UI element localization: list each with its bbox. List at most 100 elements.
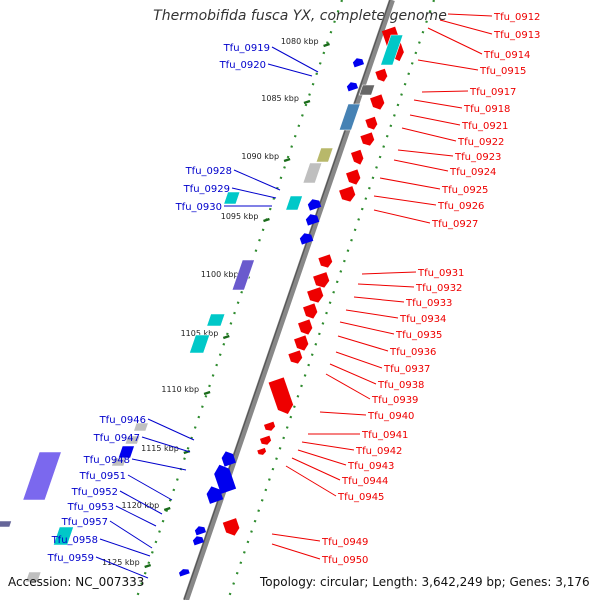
reverse-gene-label[interactable]: Tfu_0947: [93, 433, 140, 444]
reverse-gene-label[interactable]: Tfu_0948: [83, 455, 130, 466]
tick-label: 1085 kbp: [261, 94, 299, 103]
tick-label: 1105 kbp: [181, 329, 219, 338]
forward-gene-glyph[interactable]: [259, 435, 272, 447]
reverse-gene-leader: [141, 436, 191, 453]
reverse-gene-label[interactable]: Tfu_0958: [51, 535, 98, 546]
forward-gene-label[interactable]: Tfu_0918: [463, 104, 510, 115]
forward-gene-label[interactable]: Tfu_0934: [399, 314, 446, 325]
forward-gene-label[interactable]: Tfu_0950: [321, 555, 368, 566]
forward-gene-glyph[interactable]: [288, 350, 303, 365]
forward-gene-label[interactable]: Tfu_0924: [449, 167, 496, 178]
forward-gene-glyph[interactable]: [257, 447, 267, 456]
reverse-gene-label[interactable]: Tfu_0930: [175, 202, 222, 213]
reverse-gene-label[interactable]: Tfu_0928: [185, 166, 232, 177]
forward-gene-glyph[interactable]: [189, 334, 211, 354]
forward-gene-glyph[interactable]: [111, 457, 127, 467]
forward-gene-glyph[interactable]: [231, 259, 255, 291]
forward-gene-leader: [325, 373, 371, 400]
forward-gene-glyph[interactable]: [370, 94, 386, 111]
forward-gene-glyph[interactable]: [52, 526, 74, 546]
forward-gene-glyph[interactable]: [315, 147, 334, 163]
forward-gene-glyph[interactable]: [25, 571, 42, 583]
forward-gene-label[interactable]: Tfu_0923: [454, 152, 501, 163]
forward-gene-label[interactable]: Tfu_0917: [469, 87, 516, 98]
reverse-gene-glyph[interactable]: [192, 535, 205, 546]
forward-gene-label[interactable]: Tfu_0922: [457, 137, 504, 148]
forward-gene-glyph[interactable]: [350, 149, 365, 166]
forward-gene-glyph[interactable]: [339, 186, 357, 204]
reverse-gene-label[interactable]: Tfu_0951: [79, 471, 126, 482]
forward-gene-leader: [421, 90, 469, 93]
forward-gene-glyph[interactable]: [206, 313, 226, 327]
forward-gene-label[interactable]: Tfu_0935: [395, 330, 442, 341]
reverse-gene-glyph[interactable]: [205, 484, 224, 504]
forward-gene-label[interactable]: Tfu_0933: [405, 298, 452, 309]
reverse-gene-label[interactable]: Tfu_0957: [61, 517, 108, 528]
forward-gene-glyph[interactable]: [285, 195, 303, 211]
reverse-gene-glyph[interactable]: [299, 231, 314, 245]
forward-gene-glyph[interactable]: [268, 377, 296, 416]
forward-gene-glyph[interactable]: [303, 303, 319, 320]
forward-gene-glyph[interactable]: [263, 421, 276, 433]
forward-gene-glyph[interactable]: [365, 116, 378, 132]
reverse-gene-glyph[interactable]: [352, 57, 365, 68]
forward-gene-label[interactable]: Tfu_0938: [377, 380, 424, 391]
forward-gene-leader: [447, 13, 493, 17]
forward-gene-label[interactable]: Tfu_0943: [347, 461, 394, 472]
forward-gene-label[interactable]: Tfu_0912: [493, 12, 540, 23]
forward-gene-label[interactable]: Tfu_0921: [461, 121, 508, 132]
reverse-gene-glyph[interactable]: [22, 451, 62, 501]
reverse-gene-label[interactable]: Tfu_0946: [99, 415, 146, 426]
forward-gene-glyph[interactable]: [375, 68, 388, 84]
forward-gene-label[interactable]: Tfu_0940: [367, 411, 414, 422]
forward-gene-glyph[interactable]: [380, 34, 404, 66]
forward-gene-label[interactable]: Tfu_0942: [355, 446, 402, 457]
reverse-gene-label[interactable]: Tfu_0959: [47, 553, 94, 564]
forward-gene-glyph[interactable]: [346, 169, 362, 186]
forward-gene-label[interactable]: Tfu_0915: [479, 66, 526, 77]
reverse-gene-glyph[interactable]: [220, 449, 236, 467]
reverse-gene-label[interactable]: Tfu_0953: [67, 502, 114, 513]
forward-gene-label[interactable]: Tfu_0913: [493, 30, 540, 41]
forward-gene-glyph[interactable]: [358, 84, 376, 96]
forward-gene-label[interactable]: Tfu_0939: [371, 395, 418, 406]
reverse-gene-glyph[interactable]: [223, 191, 241, 205]
forward-gene-label[interactable]: Tfu_0932: [415, 283, 462, 294]
forward-gene-glyph[interactable]: [302, 162, 323, 184]
forward-gene-label[interactable]: Tfu_0931: [417, 268, 464, 279]
forward-gene-glyph[interactable]: [307, 287, 325, 305]
forward-gene-leader: [393, 159, 449, 172]
reverse-gene-label[interactable]: Tfu_0929: [183, 184, 230, 195]
forward-gene-glyph[interactable]: [124, 435, 141, 445]
reverse-gene-label[interactable]: Tfu_0920: [219, 60, 266, 71]
forward-gene-glyph[interactable]: [318, 254, 333, 269]
forward-gene-label[interactable]: Tfu_0941: [361, 430, 408, 441]
forward-gene-glyph[interactable]: [294, 335, 310, 352]
forward-gene-label[interactable]: Tfu_0914: [483, 50, 530, 61]
reverse-gene-glyph[interactable]: [307, 197, 322, 211]
forward-gene-label[interactable]: Tfu_0937: [383, 364, 430, 375]
forward-gene-label[interactable]: Tfu_0944: [341, 476, 388, 487]
reverse-gene-label[interactable]: Tfu_0952: [71, 487, 118, 498]
reverse-gene-glyph[interactable]: [194, 525, 207, 536]
forward-gene-label[interactable]: Tfu_0927: [431, 219, 478, 230]
forward-gene-label[interactable]: Tfu_0926: [437, 201, 484, 212]
forward-gene-label[interactable]: Tfu_0925: [441, 185, 488, 196]
reverse-gene-glyph[interactable]: [305, 212, 320, 226]
reverse-gene-glyph[interactable]: [346, 81, 359, 92]
forward-gene-glyph[interactable]: [360, 132, 375, 147]
forward-gene-glyph[interactable]: [298, 319, 314, 336]
forward-gene-leader: [271, 543, 321, 560]
forward-gene-glyph[interactable]: [338, 103, 361, 131]
forward-gene-glyph[interactable]: [222, 518, 241, 538]
forward-gene-label[interactable]: Tfu_0945: [337, 492, 384, 503]
forward-gene-label[interactable]: Tfu_0936: [389, 347, 436, 358]
forward-gene-glyph[interactable]: [133, 422, 149, 432]
reverse-gene-glyph[interactable]: [212, 462, 237, 494]
reverse-gene-glyph[interactable]: [0, 520, 13, 528]
reverse-gene-glyph[interactable]: [178, 568, 190, 577]
forward-gene-label[interactable]: Tfu_0949: [321, 537, 368, 548]
reverse-gene-label[interactable]: Tfu_0919: [223, 43, 270, 54]
forward-gene-glyph[interactable]: [313, 272, 331, 290]
